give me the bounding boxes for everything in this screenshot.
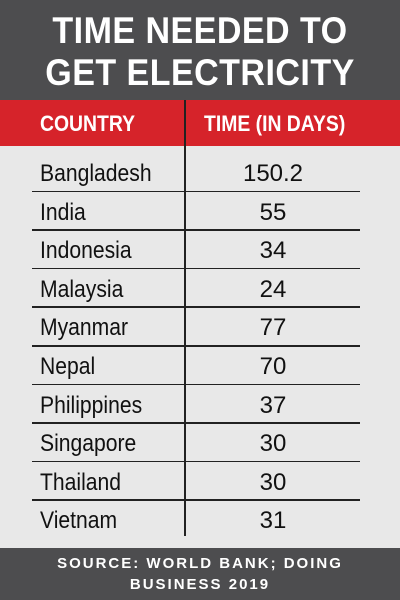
row-rule [32, 306, 360, 308]
source-line: BUSINESS 2019 [129, 576, 271, 593]
header: TIME NEEDED TO GET ELECTRICITY [0, 0, 400, 100]
days: 30 [259, 468, 287, 496]
table-row: India 55 [0, 194, 400, 232]
days: 70 [259, 353, 287, 380]
country: Malaysia [40, 275, 124, 303]
table-row: Nepal 70 [0, 348, 400, 386]
days: 55 [259, 198, 287, 226]
table-row: Vietnam 31 [0, 502, 400, 540]
footer: SOURCE: WORLD BANK; DOING BUSINESS 2019 [0, 548, 400, 600]
table-row: Myanmar 77 [0, 309, 400, 347]
days: 30 [259, 430, 287, 458]
row-rule [32, 267, 360, 270]
days: 31 [259, 507, 287, 535]
days: 150.2 [242, 160, 304, 187]
country: Vietnam [40, 507, 118, 535]
column-divider [184, 100, 186, 536]
column-header: COUNTRY TIME (IN DAYS) [0, 100, 400, 146]
country: Philippines [40, 391, 143, 419]
title-line: TIME NEEDED TO [52, 10, 348, 51]
row-rule [32, 499, 360, 501]
source-line: SOURCE: WORLD BANK; DOING [57, 555, 343, 572]
table-row: Thailand 30 [0, 464, 400, 502]
country: Myanmar [40, 314, 129, 342]
country: Nepal [40, 353, 96, 380]
country: Indonesia [40, 237, 132, 265]
table-row: Bangladesh 150.2 [0, 155, 400, 193]
days: 37 [259, 391, 287, 419]
row-rule [32, 229, 360, 231]
country: Singapore [40, 430, 137, 458]
column-label: TIME (IN DAYS) [204, 111, 346, 136]
column-label: COUNTRY [40, 111, 136, 136]
country: Thailand [40, 468, 122, 496]
country: India [40, 198, 86, 226]
table-row: Philippines 37 [0, 387, 400, 425]
row-rule [32, 383, 360, 386]
table-row: Malaysia 24 [0, 271, 400, 309]
days: 34 [259, 237, 287, 265]
table-row: Indonesia 34 [0, 232, 400, 270]
days: 77 [259, 314, 287, 342]
row-rule [32, 460, 360, 463]
row-rule [32, 190, 360, 193]
table-row: Singapore 30 [0, 425, 400, 463]
country: Bangladesh [40, 160, 152, 187]
days: 24 [259, 275, 287, 303]
title-line: GET ELECTRICITY [45, 52, 355, 93]
row-rule [32, 422, 360, 424]
row-rule [32, 345, 360, 347]
